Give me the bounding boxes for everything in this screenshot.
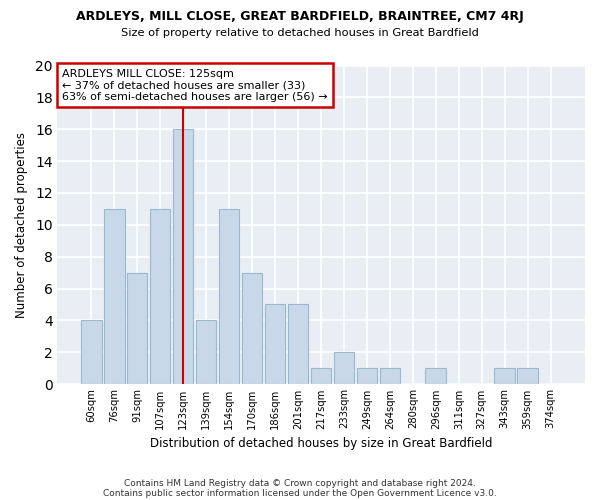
X-axis label: Distribution of detached houses by size in Great Bardfield: Distribution of detached houses by size … xyxy=(149,437,492,450)
Bar xyxy=(334,352,354,384)
Text: Contains HM Land Registry data © Crown copyright and database right 2024.: Contains HM Land Registry data © Crown c… xyxy=(124,478,476,488)
Bar xyxy=(494,368,515,384)
Bar xyxy=(127,272,148,384)
Bar xyxy=(517,368,538,384)
Bar xyxy=(173,129,193,384)
Bar xyxy=(81,320,101,384)
Bar xyxy=(356,368,377,384)
Bar xyxy=(311,368,331,384)
Bar xyxy=(196,320,217,384)
Text: ARDLEYS MILL CLOSE: 125sqm
← 37% of detached houses are smaller (33)
63% of semi: ARDLEYS MILL CLOSE: 125sqm ← 37% of deta… xyxy=(62,68,328,102)
Bar xyxy=(150,209,170,384)
Bar xyxy=(219,209,239,384)
Bar xyxy=(265,304,286,384)
Text: Size of property relative to detached houses in Great Bardfield: Size of property relative to detached ho… xyxy=(121,28,479,38)
Bar xyxy=(380,368,400,384)
Bar xyxy=(425,368,446,384)
Bar xyxy=(242,272,262,384)
Bar xyxy=(287,304,308,384)
Text: ARDLEYS, MILL CLOSE, GREAT BARDFIELD, BRAINTREE, CM7 4RJ: ARDLEYS, MILL CLOSE, GREAT BARDFIELD, BR… xyxy=(76,10,524,23)
Bar xyxy=(104,209,125,384)
Y-axis label: Number of detached properties: Number of detached properties xyxy=(15,132,28,318)
Text: Contains public sector information licensed under the Open Government Licence v3: Contains public sector information licen… xyxy=(103,488,497,498)
